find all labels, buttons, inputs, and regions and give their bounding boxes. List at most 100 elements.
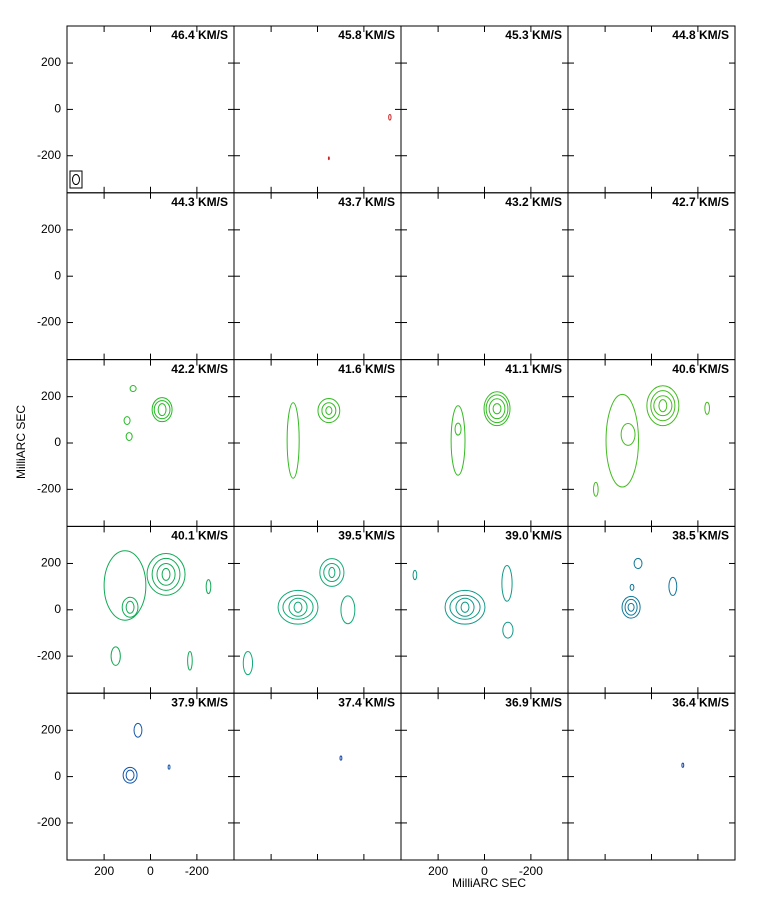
- contour: [450, 405, 466, 476]
- x-tick-label: 0: [147, 864, 154, 878]
- contour: [627, 602, 635, 612]
- panel-label: 44.3 KM/S: [171, 195, 228, 209]
- contour: [167, 764, 171, 770]
- panel-label: 45.3 KM/S: [505, 28, 562, 42]
- contour: [629, 583, 635, 591]
- panel-label: 38.5 KM/S: [672, 529, 729, 543]
- panel-label: 43.7 KM/S: [338, 195, 395, 209]
- contour: [460, 601, 470, 613]
- panel-label: 37.9 KM/S: [171, 695, 228, 709]
- contour: [146, 553, 186, 596]
- panel-frame: [400, 692, 569, 861]
- contour: [317, 398, 341, 424]
- contour: [488, 398, 506, 420]
- panel-label: 39.0 KM/S: [505, 529, 562, 543]
- panel-label: 43.2 KM/S: [505, 195, 562, 209]
- contour: [151, 397, 173, 423]
- panel-frame: [233, 25, 402, 194]
- y-tick-label: 200: [41, 556, 61, 570]
- contour: [205, 579, 212, 595]
- contour: [293, 601, 303, 613]
- contour: [388, 113, 392, 121]
- panel-label: 45.8 KM/S: [338, 28, 395, 42]
- beam-box: [69, 170, 83, 189]
- x-tick-label: 200: [94, 864, 114, 878]
- panel-label: 39.5 KM/S: [338, 529, 395, 543]
- x-tick-label: 200: [428, 864, 448, 878]
- panel-label: 46.4 KM/S: [171, 28, 228, 42]
- contour: [501, 565, 513, 602]
- panel-label: 37.4 KM/S: [338, 695, 395, 709]
- contour: [153, 400, 171, 420]
- panel: [103, 550, 212, 671]
- x-tick-label: 0: [481, 864, 488, 878]
- y-axis-label: MilliARC SEC: [14, 405, 28, 479]
- contour: [103, 550, 147, 621]
- contour: [449, 594, 481, 620]
- panel: [450, 391, 511, 476]
- contour: [277, 589, 319, 625]
- y-tick-label: 0: [54, 102, 61, 116]
- contour: [633, 557, 643, 570]
- contour: [646, 385, 680, 427]
- contour: [681, 762, 685, 768]
- contour: [325, 406, 333, 416]
- contour: [653, 395, 673, 417]
- y-tick-label: 0: [54, 602, 61, 616]
- y-tick-label: -200: [37, 148, 61, 162]
- panel: [412, 565, 514, 639]
- y-tick-label: 0: [54, 268, 61, 282]
- contour: [125, 600, 135, 614]
- panel: [593, 385, 710, 497]
- contour: [605, 393, 640, 488]
- panel-label: 36.9 KM/S: [505, 695, 562, 709]
- panel-frame: [567, 525, 736, 694]
- contour: [123, 416, 131, 425]
- contour: [492, 403, 502, 415]
- contour: [444, 589, 486, 625]
- contour: [328, 566, 336, 579]
- y-tick-label: 200: [41, 222, 61, 236]
- contour: [282, 594, 314, 620]
- panel-label: 41.6 KM/S: [338, 362, 395, 376]
- contour: [485, 394, 509, 424]
- panel-label: 36.4 KM/S: [672, 695, 729, 709]
- contour: [624, 598, 638, 616]
- contour: [156, 562, 176, 586]
- contour: [621, 595, 641, 619]
- y-tick-label: 200: [41, 55, 61, 69]
- contour: [454, 422, 462, 436]
- contour: [125, 432, 133, 441]
- contour: [412, 569, 418, 581]
- contour: [110, 646, 121, 666]
- panel-frame: [567, 692, 736, 861]
- contour: [323, 562, 341, 583]
- contour: [161, 567, 171, 581]
- y-tick-label: -200: [37, 815, 61, 829]
- panel-label: 42.7 KM/S: [672, 195, 729, 209]
- contour: [668, 576, 678, 596]
- panel-frame: [66, 359, 235, 527]
- panel-label: 44.8 KM/S: [672, 28, 729, 42]
- contour: [650, 390, 676, 422]
- contour: [133, 722, 143, 738]
- contour: [122, 766, 138, 784]
- contour: [321, 402, 337, 419]
- panel-label: 41.1 KM/S: [505, 362, 562, 376]
- panel-frame: [233, 192, 402, 361]
- x-tick-label: -200: [185, 864, 209, 878]
- y-tick-label: -200: [37, 482, 61, 496]
- panel: [339, 755, 343, 761]
- beam: [72, 174, 80, 185]
- panel-frame: [400, 192, 569, 361]
- panel-frame: [66, 692, 235, 861]
- panel-label: 40.6 KM/S: [672, 362, 729, 376]
- panel-frame: [400, 25, 569, 194]
- contour: [593, 481, 599, 497]
- contour: [455, 597, 475, 617]
- contour: [151, 557, 181, 591]
- panel-frame: [233, 692, 402, 861]
- contour: [502, 621, 514, 639]
- contour: [157, 403, 167, 417]
